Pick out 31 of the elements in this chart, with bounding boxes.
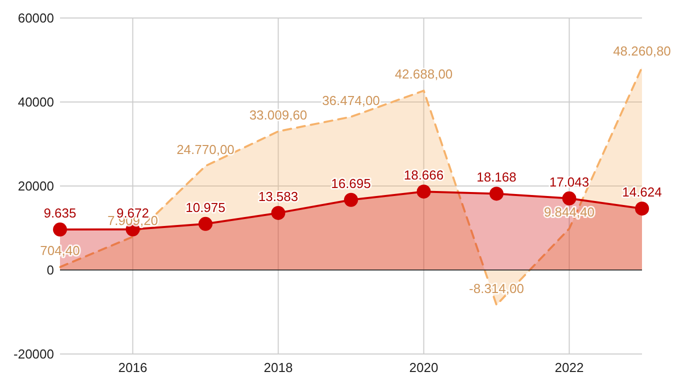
- y-tick-label: 0: [46, 262, 54, 278]
- point: [53, 222, 67, 237]
- point: [198, 216, 212, 231]
- data-label: 16.695: [331, 176, 371, 191]
- x-tick-label: 2016: [118, 360, 148, 375]
- data-label: 9.635: [44, 206, 76, 221]
- y-tick-label: -20000: [14, 346, 54, 362]
- data-label: 48.260,80: [613, 43, 671, 58]
- x-tick-label: 2020: [409, 360, 438, 375]
- data-label: 14.624: [622, 184, 662, 200]
- data-label: 42.688,00: [394, 66, 453, 82]
- x-tick-label: 2022: [554, 360, 584, 375]
- point: [562, 191, 576, 206]
- data-label: 33.009,60: [249, 107, 308, 122]
- data-label: 13.583: [258, 188, 298, 204]
- point: [271, 206, 286, 220]
- point: [416, 184, 431, 199]
- y-tick-label: 40000: [18, 94, 54, 110]
- point: [490, 186, 504, 201]
- data-label: 18.666: [404, 168, 444, 183]
- x-tick-label: 2018: [264, 360, 293, 375]
- point: [344, 192, 358, 207]
- data-label: 24.770,00: [176, 142, 234, 157]
- data-label: 10.975: [186, 200, 226, 215]
- data-label: 704,40: [40, 243, 80, 258]
- data-label: 36.474,00: [322, 92, 380, 108]
- point: [635, 202, 649, 216]
- y-tick-label: 60000: [18, 10, 54, 26]
- data-label: 17.043: [549, 174, 590, 190]
- data-label: 18.168: [476, 170, 516, 185]
- y-tick-label: 20000: [18, 178, 54, 194]
